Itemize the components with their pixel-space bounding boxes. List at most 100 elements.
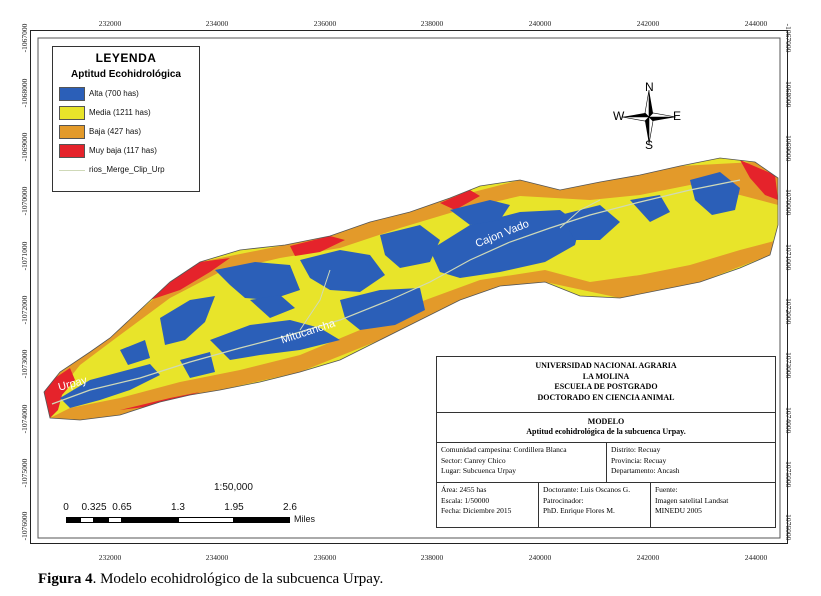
info-line: Provincia: Recuay <box>611 455 667 465</box>
scale-number: 1.95 <box>224 502 244 513</box>
scale-segment <box>66 517 80 523</box>
legend: LEYENDA Aptitud Ecohidrológica Alta (700… <box>52 46 200 192</box>
zone-baja-south <box>50 240 778 420</box>
info-line: Patrocinador: <box>543 495 584 505</box>
district-info: Distrito: Recuay Provincia: Recuay Depar… <box>607 443 775 482</box>
scale-segment <box>108 517 122 523</box>
x-tick: 244000 <box>744 553 768 562</box>
author-info: Doctorante: Luis Oscanos G. Patrocinador… <box>539 483 651 527</box>
legend-item-alta: Alta (700 has) <box>59 84 193 103</box>
x-tick: 234000 <box>205 553 229 562</box>
scale-unit: Miles <box>294 514 316 524</box>
scale-ratio: 1:50,000 <box>214 482 253 493</box>
zone-muy-baja-east <box>740 160 778 200</box>
scale-number: 0.325 <box>81 502 107 513</box>
zone-muy-baja-west <box>44 368 75 418</box>
info-line: Escala: 1/50000 <box>441 495 490 505</box>
zone-alta <box>340 288 425 330</box>
caption-text: . Modelo ecohidrológico de la subcuenca … <box>92 571 384 587</box>
info-line: MINEDU 2005 <box>655 506 702 515</box>
info-line: Doctorante: Luis Oscanos G. <box>543 485 631 494</box>
zone-alta <box>160 296 215 345</box>
figure-caption: Figura 4. Modelo ecohidrológico de la su… <box>38 571 383 588</box>
institution-block: UNIVERSIDAD NACIONAL AGRARIA LA MOLINA E… <box>437 357 775 413</box>
zone-alta <box>215 262 300 300</box>
x-tick: 232000 <box>98 19 122 28</box>
x-tick: 238000 <box>420 553 444 562</box>
info-line: Fuente: <box>655 485 678 494</box>
zone-alta <box>560 205 620 240</box>
scale-number: 1.3 <box>171 502 185 513</box>
info-line: Fecha: Diciembre 2015 <box>441 506 512 515</box>
zone-alta <box>300 250 385 292</box>
info-line: Lugar: Subcuenca Urpay <box>441 466 516 475</box>
model-block: MODELO Aptitud ecohidrológica de la subc… <box>437 413 775 443</box>
legend-label: Baja (427 has) <box>89 127 142 136</box>
zone-alta <box>450 200 510 225</box>
credits-row: Área: 2455 has Escala: 1/50000 Fecha: Di… <box>437 483 775 527</box>
community-info: Comunidad campesina: Cordillera Blanca S… <box>437 443 607 482</box>
river-tributary <box>299 269 331 331</box>
scale-bar: 1:50,000 0 0.325 0.65 1.3 1.95 2.6 Miles <box>54 482 354 532</box>
legend-label: Muy baja (117 has) <box>89 146 157 155</box>
map-inner-frame <box>37 37 781 539</box>
legend-label: Media (1211 has) <box>89 108 151 117</box>
institution-line: ESCUELA DE POSTGRADO <box>554 382 658 391</box>
scale-number: 2.6 <box>283 502 297 513</box>
legend-item-baja: Baja (427 has) <box>59 122 193 141</box>
zone-muy-baja <box>150 258 230 300</box>
institution-line: UNIVERSIDAD NACIONAL AGRARIA <box>535 361 677 370</box>
scale-segment <box>94 517 108 523</box>
x-tick: 244000 <box>744 19 768 28</box>
scale-segment <box>234 517 290 523</box>
legend-subtitle: Aptitud Ecohidrológica <box>71 69 181 80</box>
info-line: Imagen satelital Landsat <box>655 495 729 505</box>
x-tick: 240000 <box>528 553 552 562</box>
info-line: Sector: Canrey Chico <box>441 455 506 465</box>
zone-muy-baja <box>120 392 200 410</box>
zone-alta <box>250 295 295 318</box>
info-line: Departamento: Ancash <box>611 466 680 475</box>
swatch-baja <box>59 124 85 139</box>
scale-segment <box>80 517 94 523</box>
model-subtitle: Aptitud ecohidrológica de la subcuenca U… <box>526 427 686 436</box>
scale-segment <box>122 517 178 523</box>
caption-label: Figura 4 <box>38 571 93 587</box>
river-tributary <box>559 199 601 229</box>
compass-s: S <box>645 138 654 152</box>
legend-item-media: Media (1211 has) <box>59 103 193 122</box>
swatch-river <box>59 163 85 177</box>
area-info: Área: 2455 has Escala: 1/50000 Fecha: Di… <box>437 483 539 527</box>
swatch-media <box>59 105 85 120</box>
x-tick: 242000 <box>636 553 660 562</box>
x-tick: 236000 <box>313 553 337 562</box>
basin-boundary <box>43 157 779 421</box>
zone-alta <box>60 364 160 408</box>
info-line: PhD. Enrique Flores M. <box>543 506 615 515</box>
x-tick: 236000 <box>313 19 337 28</box>
legend-label: Alta (700 has) <box>89 89 139 98</box>
scale-segment <box>178 517 234 523</box>
legend-label: rios_Merge_Clip_Urp <box>89 165 165 174</box>
x-tick: 234000 <box>205 19 229 28</box>
zone-alta <box>380 225 440 268</box>
legend-title: LEYENDA <box>95 51 157 65</box>
x-tick: 242000 <box>636 19 660 28</box>
institution-line: LA MOLINA <box>582 371 630 381</box>
zone-alta <box>120 340 150 365</box>
model-title: MODELO <box>587 417 625 426</box>
compass-n: N <box>645 80 654 94</box>
river-main <box>51 179 741 405</box>
zone-muy-baja <box>290 236 345 256</box>
info-line: Área: 2455 has <box>441 485 487 494</box>
compass-w: W <box>613 109 625 123</box>
x-tick: 240000 <box>528 19 552 28</box>
source-info: Fuente: Imagen satelital Landsat MINEDU … <box>651 483 775 527</box>
zone-alta <box>180 352 215 378</box>
info-line: Distrito: Recuay <box>611 445 661 454</box>
zone-muy-baja <box>440 190 480 210</box>
x-tick: 232000 <box>98 553 122 562</box>
compass-e: E <box>673 109 682 123</box>
scale-number: 0.65 <box>112 502 132 513</box>
scale-number: 0 <box>63 502 69 513</box>
